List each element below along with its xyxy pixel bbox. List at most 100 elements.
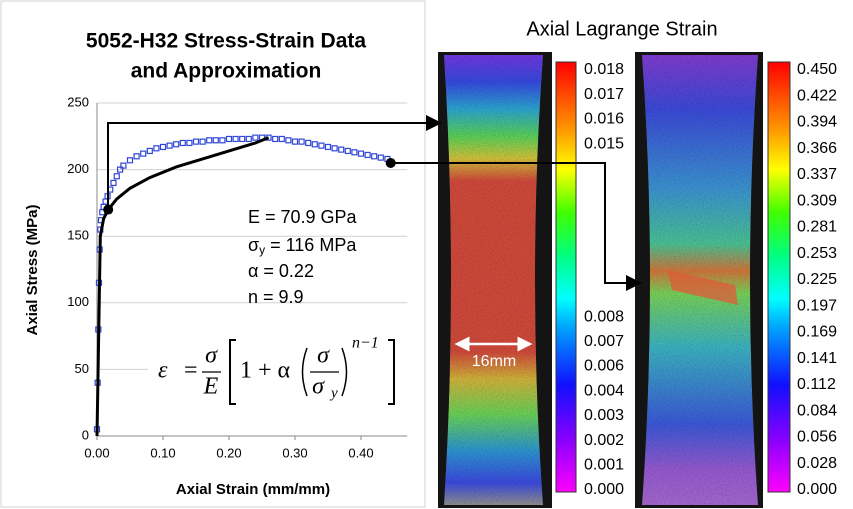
y-tick-label: 250 (67, 94, 89, 109)
data-point (239, 135, 246, 143)
data-point (186, 139, 193, 147)
colorbar-label: 0.007 (584, 333, 624, 350)
equation-part: 1 + α (240, 358, 291, 384)
colorbar-label: 0.337 (797, 166, 837, 183)
colorbar-label: 0.112 (797, 376, 836, 393)
y-tick-label: 150 (67, 228, 89, 243)
data-point (206, 137, 213, 144)
annotation: σ (248, 235, 259, 255)
data-point (179, 139, 186, 147)
data-point (364, 151, 371, 159)
colorbar-label: 0.000 (584, 481, 624, 498)
colorbar-label: 0.004 (584, 382, 624, 399)
data-point (344, 147, 351, 155)
data-point (351, 149, 358, 156)
data-point (298, 138, 305, 145)
colorbar-label: 0.006 (584, 358, 624, 375)
data-point (153, 145, 160, 152)
annotation: α = 0.22 (248, 261, 314, 281)
data-point (278, 135, 285, 143)
data-point (338, 146, 345, 153)
data-point (113, 173, 120, 180)
chart-panel (0, 0, 426, 508)
colorbar-label: 0.001 (584, 457, 624, 474)
colorbar-label: 0.003 (584, 407, 624, 424)
bracket (388, 339, 395, 405)
data-point (140, 150, 147, 157)
marker-dot (103, 204, 114, 215)
data-point (126, 157, 134, 164)
data-point (146, 147, 153, 155)
colorbar (767, 61, 791, 493)
data-point (357, 150, 365, 157)
paren (341, 347, 348, 397)
equation-part: σ (312, 374, 325, 400)
colorbar-label: 0.169 (797, 324, 837, 341)
y-tick-label: 50 (75, 361, 89, 376)
annotation: σy = 116 MPa (248, 235, 357, 257)
data-point (272, 135, 279, 143)
marker-dot (385, 157, 396, 168)
data-point (377, 154, 384, 161)
colorbar-label: 0.000 (797, 481, 837, 498)
data-point (133, 153, 140, 160)
data-point (192, 138, 200, 145)
colorbar-label: 0.018 (584, 61, 624, 78)
equation-part: E (203, 374, 219, 400)
colorbar-label: 0.084 (797, 402, 837, 419)
callout-arrow (391, 162, 642, 291)
data-point (225, 135, 233, 143)
paren (301, 347, 308, 397)
equation-part: ε (158, 358, 168, 384)
data-point (324, 143, 332, 151)
equation-bg (148, 325, 408, 415)
x-tick-label: 0.00 (84, 445, 109, 460)
equation-part: n−1 (352, 335, 379, 352)
data-point (291, 138, 299, 145)
data-point (311, 141, 318, 148)
necking-band (668, 270, 738, 305)
colorbar-labels: 0.018 0.017 0.016 0.015 0.008 0.007 0.006 0.004… (584, 61, 624, 498)
colorbar-label: 0.008 (584, 308, 624, 325)
data-point (318, 142, 325, 149)
equation: ε = σ E 1 + α σ σ y n−1 (148, 325, 408, 415)
colorbar-label: 0.017 (584, 86, 624, 103)
annotation: E = 70.9 GPa (248, 207, 358, 227)
colorbar-label: 0.015 (584, 135, 624, 152)
colorbar-label: 0.366 (797, 140, 837, 157)
colorbar-label: 0.309 (797, 192, 837, 209)
y-axis-label: Axial Stress (MPa) (24, 205, 41, 336)
specimen-strain-map (444, 55, 543, 505)
y-tick-label: 0 (82, 427, 89, 442)
colorbar-label: 0.394 (797, 114, 837, 131)
bracket (229, 339, 236, 405)
annotation: y (259, 243, 265, 257)
data-point (110, 179, 117, 187)
x-axis-label: Axial Strain (mm/mm) (176, 481, 330, 498)
equation-part: σ (317, 343, 330, 369)
fit-line (95, 136, 270, 437)
x-tick-label: 0.40 (348, 445, 373, 460)
images-title: Axial Lagrange Strain (526, 18, 717, 40)
colorbar-label: 0.016 (584, 111, 624, 128)
data-point (166, 142, 173, 149)
colorbar-label: 0.056 (797, 429, 837, 446)
data-point (305, 139, 312, 147)
data-point (173, 141, 180, 148)
colorbar-label: 0.281 (797, 219, 837, 236)
data-point (232, 135, 239, 143)
x-tick-label: 0.10 (150, 445, 175, 460)
colorbar-label: 0.253 (797, 245, 837, 262)
data-point (371, 153, 378, 160)
colorbar-label: 0.002 (584, 432, 624, 449)
data-point (116, 166, 124, 173)
x-tick-label: 0.20 (216, 445, 241, 460)
equation-part: y (329, 385, 338, 401)
colorbar-label: 0.028 (797, 455, 837, 472)
plot: 0 50 100 150 200 250 0.00 0.10 0.20 0.30 0.40 (67, 94, 408, 460)
data-point (252, 134, 259, 141)
data-point (120, 162, 127, 169)
equation-part: σ (205, 343, 218, 369)
y-tick-label: 200 (67, 161, 89, 176)
y-tick-label: 100 (67, 294, 89, 309)
